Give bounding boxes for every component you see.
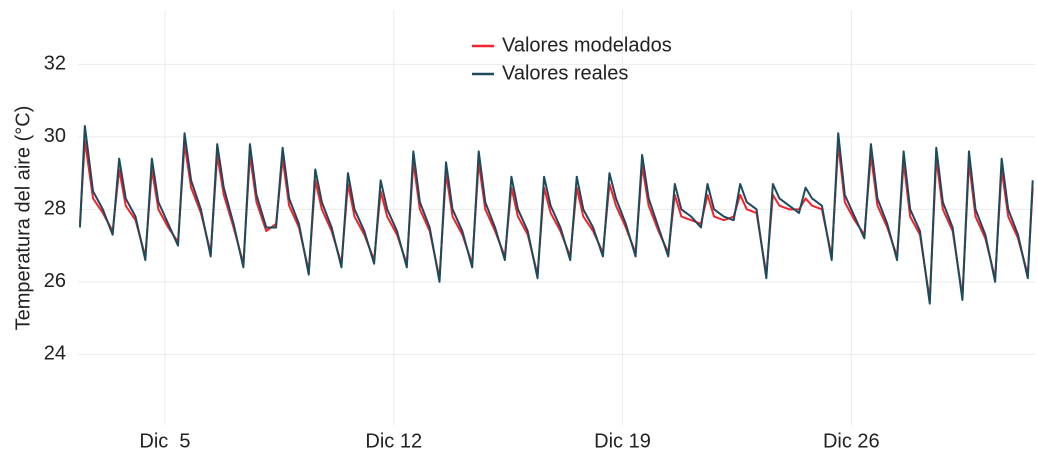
x-tick-label: Dic 19 — [594, 430, 651, 452]
y-tick-label: 28 — [44, 198, 66, 220]
y-tick-label: 32 — [44, 53, 66, 75]
x-tick-label: Dic 26 — [823, 430, 880, 452]
line-series — [78, 124, 1034, 305]
y-tick-label: 26 — [44, 270, 66, 292]
x-tick-label: Dic 12 — [365, 430, 422, 452]
x-tick-label: Dic 5 — [139, 430, 190, 452]
y-tick-label: 30 — [44, 125, 66, 147]
legend-label: Valores reales — [502, 62, 628, 84]
y-tick-label: 24 — [44, 343, 66, 365]
y-axis-label: Temperatura del aire (°C) — [12, 106, 34, 331]
legend-label: Valores modelados — [502, 34, 672, 56]
